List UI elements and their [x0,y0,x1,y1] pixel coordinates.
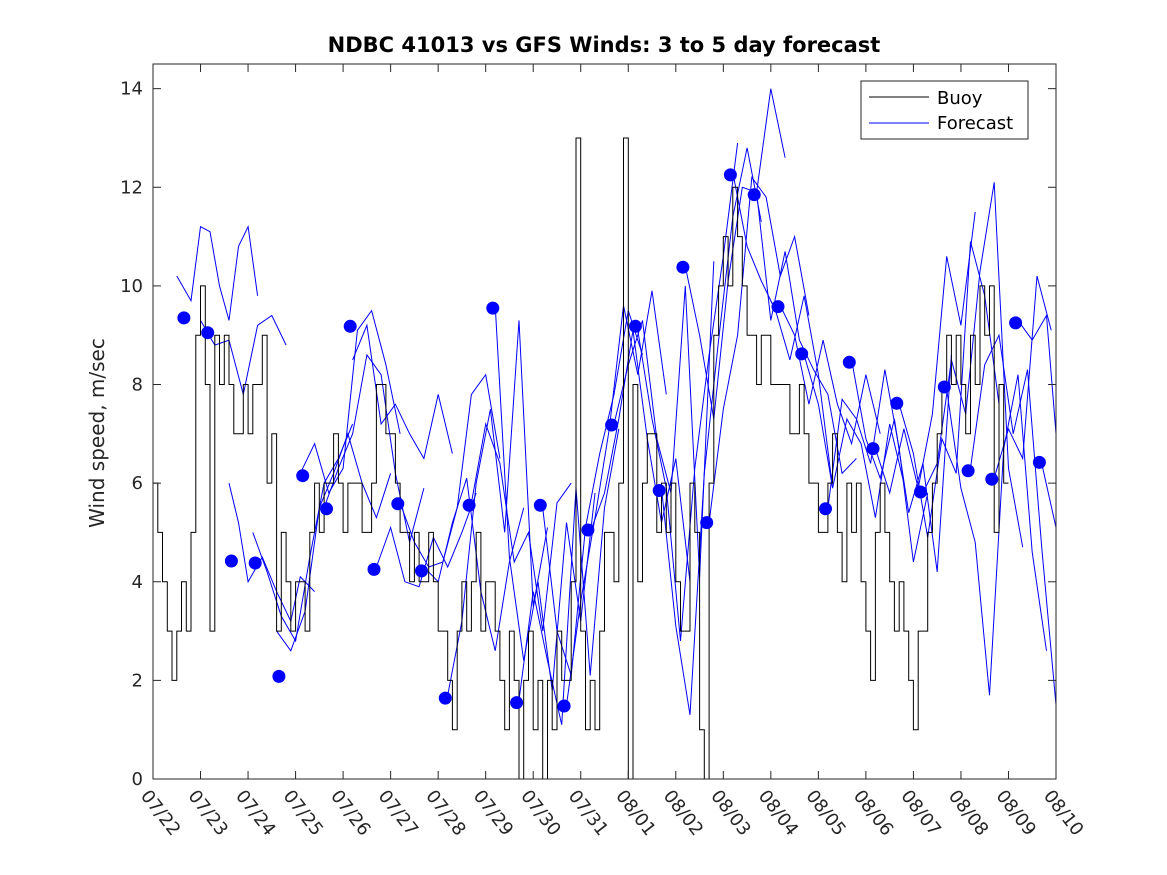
forecast-line-36 [1041,463,1057,528]
y-tick-label: 10 [120,276,143,297]
plot-area [153,64,1056,779]
chart-title: NDBC 41013 vs GFS Winds: 3 to 5 day fore… [328,33,881,57]
forecast-line-10 [423,478,525,651]
forecast-line-3 [252,423,354,643]
forecast-line-29 [874,211,976,495]
forecast-marker-4 [272,669,286,683]
forecast-line-2 [228,482,315,623]
forecast-marker-1 [201,326,215,340]
forecast-marker-25 [771,300,785,314]
forecast-marker-8 [367,562,381,576]
forecast-marker-34 [985,472,999,486]
forecast-marker-7 [343,319,357,333]
forecast-line-15 [542,310,643,676]
plot-frame [152,63,1057,780]
forecast-marker-11 [438,691,452,705]
forecast-line-17 [589,330,691,582]
forecast-line-14 [518,428,620,725]
forecast-line-16 [566,290,667,706]
buoy-series-line [153,137,1009,780]
forecast-line-23 [732,172,834,489]
y-axis-label: Wind speed, m/sec [85,338,109,528]
forecast-line-35 [1017,313,1057,434]
forecast-marker-23 [723,168,737,182]
forecast-line-7 [352,323,453,460]
forecast-line-27 [827,369,929,563]
forecast-line-22 [708,176,810,523]
legend-buoy-label: Buoy [937,88,983,109]
forecast-marker-20 [652,484,666,497]
forecast-marker-28 [842,355,856,369]
forecast-line-12 [470,422,572,632]
forecast-marker-36 [1032,455,1046,469]
forecast-line-33 [970,333,1057,706]
forecast-marker-10 [415,564,428,578]
forecast-markers [177,168,1046,713]
forecast-line-5 [299,309,401,495]
y-tick-label: 12 [120,177,143,198]
forecast-marker-33 [961,464,975,478]
forecast-line-32 [946,374,1047,696]
forecast-marker-24 [747,188,761,202]
y-tick-label: 2 [132,670,143,691]
forecast-marker-3 [248,556,262,570]
forecast-marker-17 [581,523,595,537]
forecast-line-0 [176,225,259,321]
forecast-marker-29 [866,442,880,456]
forecast-line-11 [447,320,548,696]
forecast-marker-14 [510,696,524,710]
forecast-marker-27 [819,502,832,516]
y-axis-ticks: 0 2 4 6 8 10 12 14 [120,79,1056,790]
forecast-marker-22 [700,516,714,530]
forecast-marker-32 [937,380,951,394]
legend: Buoy Forecast [860,80,1029,140]
forecast-line-9 [399,373,501,568]
forecast-line-19 [637,142,739,641]
y-tick-label: 6 [132,473,143,494]
y-tick-label: 0 [132,769,143,790]
forecast-line-30 [898,241,1000,538]
forecast-marker-12 [462,498,476,512]
forecast-marker-18 [605,418,619,432]
forecast-marker-19 [628,319,642,333]
forecast-marker-9 [391,497,405,511]
forecast-marker-13 [486,301,500,315]
forecast-marker-31 [914,485,927,499]
forecast-marker-5 [296,469,310,483]
forecast-marker-26 [795,347,809,361]
y-tick-label: 14 [120,79,143,100]
forecast-marker-15 [533,498,547,512]
forecast-marker-6 [320,502,333,516]
forecast-line-21 [684,88,786,420]
forecast-lines [176,88,1057,725]
forecast-line-25 [779,305,881,446]
forecast-line-6 [323,353,425,543]
forecast-line-18 [613,261,715,577]
forecast-marker-30 [890,396,904,410]
y-tick-label: 8 [132,375,143,396]
forecast-line-31 [922,182,1024,548]
forecast-marker-0 [177,311,191,325]
buoy-line [153,137,1009,780]
forecast-marker-35 [1009,316,1023,330]
y-tick-label: 4 [132,572,143,593]
legend-forecast-label: Forecast [937,113,1013,134]
forecast-marker-2 [224,554,238,568]
forecast-line-26 [803,354,905,518]
forecast-marker-21 [676,260,690,274]
forecast-marker-16 [557,699,571,713]
legend-box [860,80,1029,140]
